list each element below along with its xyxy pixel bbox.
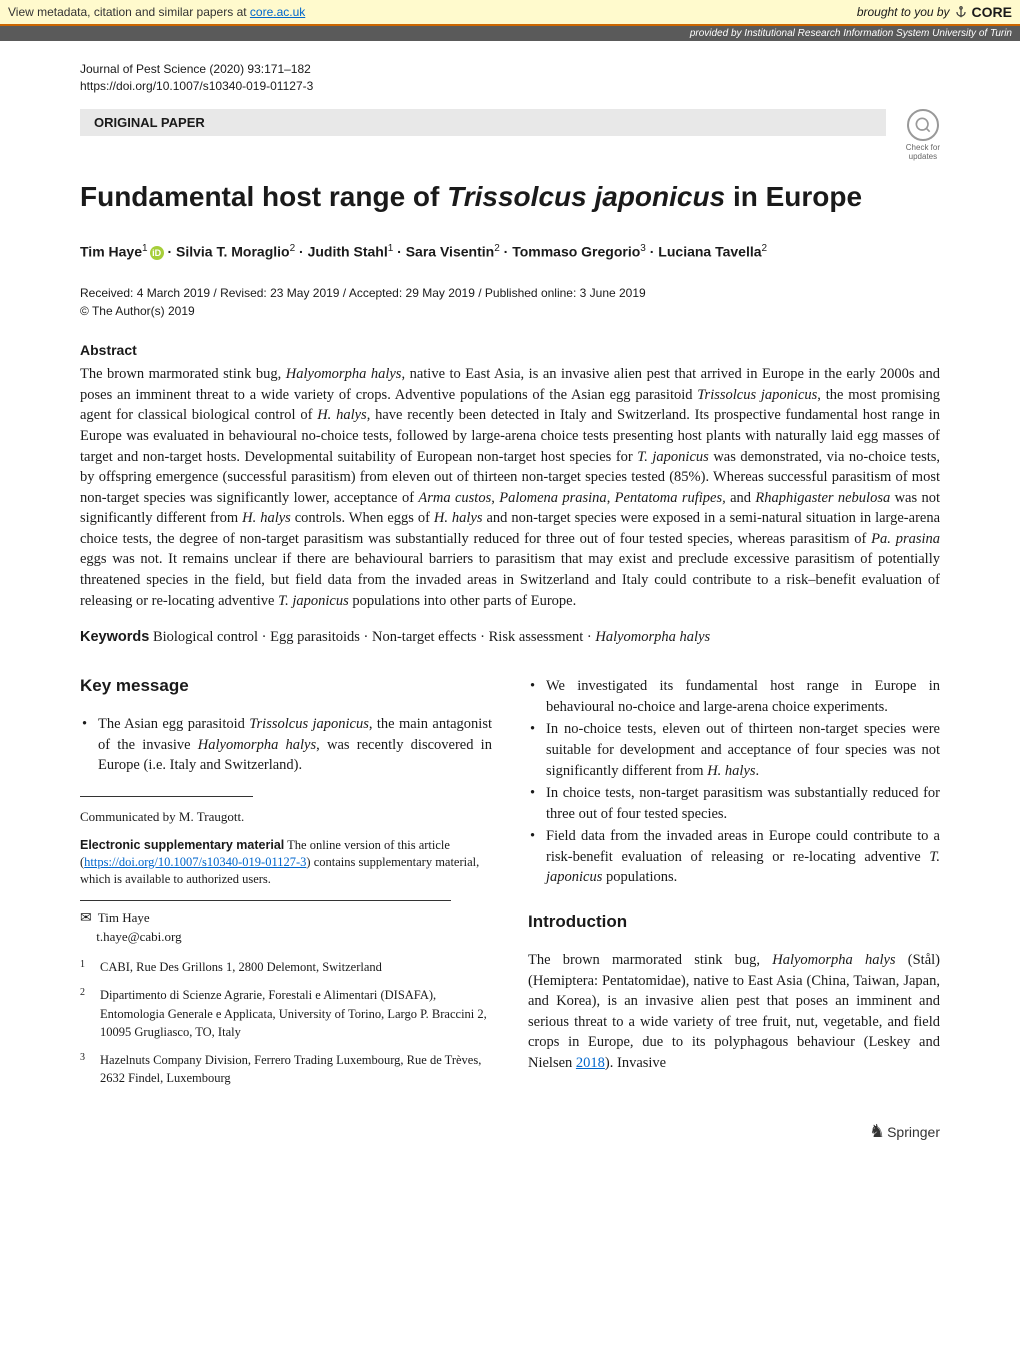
key-message-heading: Key message (80, 676, 492, 696)
aff-text: Dipartimento di Scienze Agrarie, Foresta… (100, 986, 492, 1040)
introduction-text: The brown marmorated stink bug, Halyomor… (528, 950, 940, 1073)
key-message-list: The Asian egg parasitoid Trissolcus japo… (80, 714, 492, 776)
keywords-label: Keywords (80, 629, 149, 645)
affiliation-item: 2 Dipartimento di Scienze Agrarie, Fores… (80, 986, 492, 1040)
crossmark-icon (907, 109, 939, 141)
keywords-text: Biological control · Egg parasitoids · N… (149, 629, 710, 645)
authors-list: Tim Haye1iD · Silvia T. Moraglio2 · Judi… (80, 241, 940, 263)
list-item: Field data from the invaded areas in Eur… (528, 826, 940, 888)
springer-text: Springer (887, 1124, 940, 1140)
affiliation-item: 3 Hazelnuts Company Division, Ferrero Tr… (80, 1051, 492, 1087)
journal-info: Journal of Pest Science (2020) 93:171–18… (80, 61, 940, 95)
copyright-line: © The Author(s) 2019 (80, 304, 940, 318)
esm-block: Electronic supplementary material The on… (80, 837, 492, 888)
paper-type-row: ORIGINAL PAPER Check for updates (80, 109, 940, 161)
left-column: Key message The Asian egg parasitoid Tri… (80, 676, 492, 1097)
list-item: In no-choice tests, eleven out of thirte… (528, 719, 940, 781)
corr-email[interactable]: t.haye@cabi.org (96, 929, 181, 944)
journal-doi[interactable]: https://doi.org/10.1007/s10340-019-01127… (80, 78, 940, 95)
aff-text: Hazelnuts Company Division, Ferrero Trad… (100, 1051, 492, 1087)
page-content: Journal of Pest Science (2020) 93:171–18… (0, 41, 1020, 1182)
repo-name[interactable]: Institutional Research Information Syste… (744, 28, 1012, 39)
aff-text: CABI, Rue Des Grillons 1, 2800 Delemont,… (100, 958, 382, 976)
aff-num: 3 (80, 1051, 90, 1087)
esm-label: Electronic supplementary material (80, 838, 284, 852)
keywords: Keywords Biological control · Egg parasi… (80, 629, 940, 646)
list-item: In choice tests, non-target parasitism w… (528, 783, 940, 824)
core-banner-right: brought to you by CORE (857, 4, 1012, 20)
springer-horse-icon: ♞ (869, 1121, 885, 1142)
two-column-layout: Key message The Asian egg parasitoid Tri… (80, 676, 940, 1097)
core-logo[interactable]: CORE (972, 4, 1012, 20)
core-banner: View metadata, citation and similar pape… (0, 0, 1020, 26)
list-item: We investigated its fundamental host ran… (528, 676, 940, 717)
title-post: in Europe (725, 181, 862, 212)
journal-citation: Journal of Pest Science (2020) 93:171–18… (80, 61, 940, 78)
crossmark-text2: updates (906, 152, 940, 161)
affiliation-item: 1 CABI, Rue Des Grillons 1, 2800 Delemon… (80, 958, 492, 976)
list-item: The Asian egg parasitoid Trissolcus japo… (80, 714, 492, 776)
paper-title: Fundamental host range of Trissolcus jap… (80, 181, 940, 213)
corresponding-author: ✉ Tim Haye t.haye@cabi.org (80, 900, 451, 947)
right-column: We investigated its fundamental host ran… (528, 676, 940, 1097)
title-pre: Fundamental host range of (80, 181, 447, 212)
paper-type-badge: ORIGINAL PAPER (80, 109, 886, 136)
affiliations-list: 1 CABI, Rue Des Grillons 1, 2800 Delemon… (80, 958, 492, 1087)
aff-num: 2 (80, 986, 90, 1040)
core-banner-left: View metadata, citation and similar pape… (8, 5, 305, 19)
title-species: Trissolcus japonicus (447, 181, 725, 212)
repo-prefix: provided by (690, 28, 744, 39)
envelope-icon: ✉ (80, 911, 92, 926)
communicated-by: Communicated by M. Traugott. (80, 809, 492, 825)
core-link[interactable]: core.ac.uk (250, 5, 305, 19)
core-brought-text: brought to you by (857, 5, 950, 19)
esm-doi-link[interactable]: https://doi.org/10.1007/s10340-019-01127… (84, 855, 306, 869)
crossmark-widget[interactable]: Check for updates (906, 109, 940, 161)
repository-banner: provided by Institutional Research Infor… (0, 26, 1020, 41)
citation-link[interactable]: 2018 (576, 1055, 605, 1071)
springer-logo[interactable]: ♞Springer (80, 1121, 940, 1142)
abstract-text: The brown marmorated stink bug, Halyomor… (80, 364, 940, 611)
core-anchor-icon (954, 5, 968, 19)
introduction-heading: Introduction (528, 912, 940, 932)
crossmark-text1: Check for (906, 143, 940, 152)
divider (80, 796, 253, 797)
core-banner-text: View metadata, citation and similar pape… (8, 5, 250, 19)
publication-dates: Received: 4 March 2019 / Revised: 23 May… (80, 286, 940, 300)
aff-num: 1 (80, 958, 90, 976)
abstract-heading: Abstract (80, 342, 940, 358)
corr-name: Tim Haye (98, 910, 150, 925)
orcid-icon: iD (150, 246, 164, 260)
key-message-list-right: We investigated its fundamental host ran… (528, 676, 940, 888)
